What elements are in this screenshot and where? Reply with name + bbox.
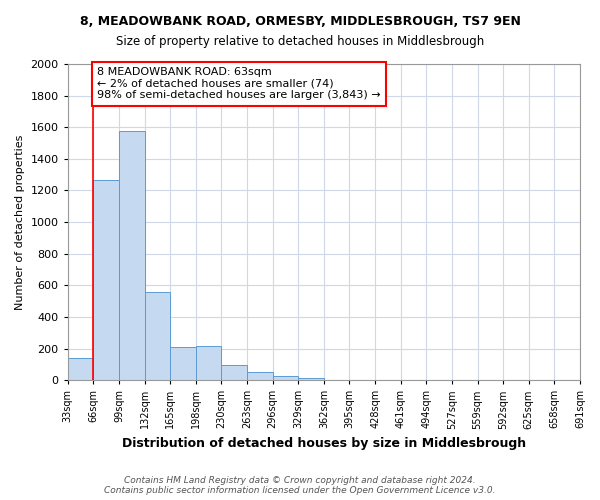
Bar	[170, 347, 196, 380]
Text: Contains HM Land Registry data © Crown copyright and database right 2024.
Contai: Contains HM Land Registry data © Crown c…	[104, 476, 496, 495]
Bar	[119, 131, 145, 380]
Bar	[68, 358, 94, 380]
Text: 8 MEADOWBANK ROAD: 63sqm
← 2% of detached houses are smaller (74)
98% of semi-de: 8 MEADOWBANK ROAD: 63sqm ← 2% of detache…	[97, 67, 381, 100]
Bar	[196, 346, 221, 380]
Bar	[272, 376, 298, 380]
X-axis label: Distribution of detached houses by size in Middlesbrough: Distribution of detached houses by size …	[122, 437, 526, 450]
Text: 8, MEADOWBANK ROAD, ORMESBY, MIDDLESBROUGH, TS7 9EN: 8, MEADOWBANK ROAD, ORMESBY, MIDDLESBROU…	[80, 15, 520, 28]
Y-axis label: Number of detached properties: Number of detached properties	[15, 134, 25, 310]
Text: Size of property relative to detached houses in Middlesbrough: Size of property relative to detached ho…	[116, 35, 484, 48]
Bar	[221, 365, 247, 380]
Bar	[298, 378, 324, 380]
Bar	[94, 180, 119, 380]
Bar	[247, 372, 272, 380]
Bar	[145, 292, 170, 380]
